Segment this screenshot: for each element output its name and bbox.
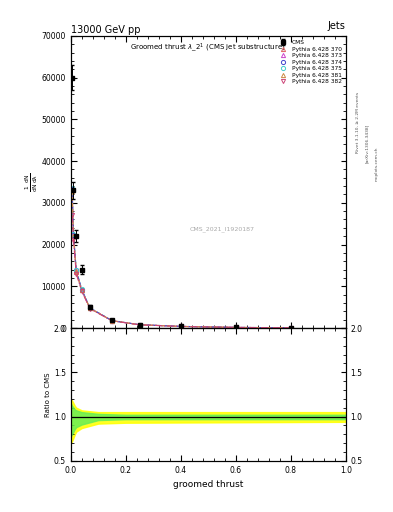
Pythia 6.428 374 [79,287,84,293]
Pythia 6.428 375 [137,322,142,328]
Y-axis label: $\mathregular{\frac{1}{\mathrm{d}N}\frac{\mathrm{d}N}{\mathrm{d}\lambda}}$: $\mathregular{\frac{1}{\mathrm{d}N}\frac… [24,173,40,191]
Pythia 6.428 374 [71,231,76,238]
Pythia 6.428 382 [233,325,238,331]
Pythia 6.428 374 [74,267,79,273]
Line: Pythia 6.428 382: Pythia 6.428 382 [70,213,293,330]
Pythia 6.428 381 [178,324,183,330]
Pythia 6.428 373 [79,287,84,293]
Pythia 6.428 375 [79,286,84,292]
Pythia 6.428 375 [74,266,79,272]
Line: Pythia 6.428 373: Pythia 6.428 373 [70,187,293,330]
Pythia 6.428 382 [79,288,84,294]
Text: Jets: Jets [328,22,346,31]
Pythia 6.428 370 [71,233,76,239]
Pythia 6.428 375 [288,325,293,331]
Pythia 6.428 374 [70,185,75,191]
Line: Pythia 6.428 370: Pythia 6.428 370 [70,188,293,330]
Pythia 6.428 373 [110,317,114,324]
Pythia 6.428 374 [137,322,142,328]
Pythia 6.428 374 [110,317,114,324]
Text: Rivet 3.1.10, ≥ 2.2M events: Rivet 3.1.10, ≥ 2.2M events [356,92,360,154]
Pythia 6.428 370 [233,324,238,330]
Pythia 6.428 370 [70,187,75,194]
Text: mcplots.cern.ch: mcplots.cern.ch [374,146,378,181]
Pythia 6.428 382 [137,322,142,328]
Pythia 6.428 381 [288,325,293,331]
Pythia 6.428 381 [137,322,142,328]
Pythia 6.428 375 [71,231,76,237]
Pythia 6.428 373 [88,305,92,311]
Pythia 6.428 375 [110,317,114,324]
Pythia 6.428 373 [178,323,183,329]
Pythia 6.428 382 [74,271,79,277]
Pythia 6.428 374 [88,305,92,311]
Pythia 6.428 370 [288,325,293,331]
Y-axis label: Ratio to CMS: Ratio to CMS [45,372,51,417]
Pythia 6.428 370 [178,324,183,330]
Pythia 6.428 382 [110,318,114,324]
Pythia 6.428 381 [71,232,76,239]
Pythia 6.428 381 [233,324,238,330]
Pythia 6.428 370 [137,322,142,328]
Pythia 6.428 370 [74,269,79,275]
Pythia 6.428 374 [288,325,293,331]
Pythia 6.428 373 [70,186,75,193]
Pythia 6.428 370 [110,317,114,324]
Pythia 6.428 375 [233,324,238,330]
Pythia 6.428 373 [137,322,142,328]
Pythia 6.428 381 [70,188,75,194]
Line: Pythia 6.428 374: Pythia 6.428 374 [70,186,293,330]
Pythia 6.428 375 [178,323,183,329]
Pythia 6.428 373 [233,324,238,330]
Text: Groomed thrust $\lambda$_$2^{1}$ (CMS jet substructure): Groomed thrust $\lambda$_$2^{1}$ (CMS je… [130,41,286,54]
Pythia 6.428 382 [70,212,75,219]
Text: CMS_2021_I1920187: CMS_2021_I1920187 [189,226,255,231]
Pythia 6.428 381 [110,317,114,324]
Pythia 6.428 370 [79,287,84,293]
Pythia 6.428 382 [71,237,76,243]
Pythia 6.428 375 [70,185,75,191]
Line: Pythia 6.428 375: Pythia 6.428 375 [70,186,293,330]
Pythia 6.428 381 [79,287,84,293]
Pythia 6.428 373 [288,325,293,331]
Text: 13000 GeV pp: 13000 GeV pp [71,25,140,35]
Pythia 6.428 381 [88,305,92,311]
Pythia 6.428 373 [71,232,76,239]
Pythia 6.428 375 [88,305,92,311]
Pythia 6.428 382 [88,306,92,312]
Text: [arXiv:1306.3438]: [arXiv:1306.3438] [365,124,369,163]
Pythia 6.428 381 [74,268,79,274]
Legend: CMS, Pythia 6.428 370, Pythia 6.428 373, Pythia 6.428 374, Pythia 6.428 375, Pyt: CMS, Pythia 6.428 370, Pythia 6.428 373,… [275,39,343,86]
X-axis label: groomed thrust: groomed thrust [173,480,244,489]
Pythia 6.428 374 [233,324,238,330]
Pythia 6.428 382 [288,325,293,331]
Pythia 6.428 373 [74,268,79,274]
Line: Pythia 6.428 381: Pythia 6.428 381 [70,189,293,330]
Pythia 6.428 374 [178,323,183,329]
Pythia 6.428 382 [178,324,183,330]
Pythia 6.428 370 [88,305,92,311]
